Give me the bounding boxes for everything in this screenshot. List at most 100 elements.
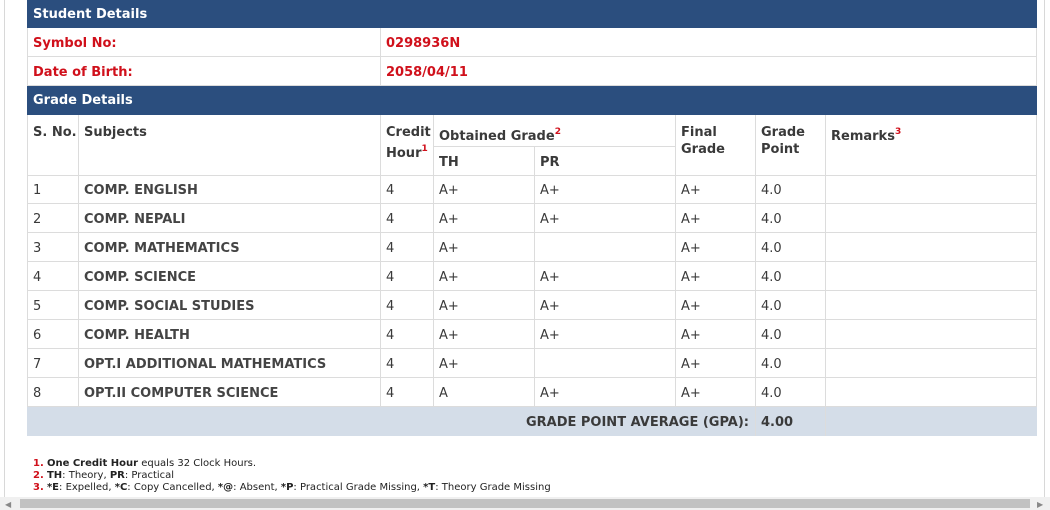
row-border — [27, 406, 1037, 407]
footnote-text: : Theory, — [62, 470, 110, 481]
cell-grade-point: 4.0 — [761, 328, 782, 343]
footnote-text: *E — [46, 482, 60, 493]
cell-credit-hour: 4 — [386, 270, 395, 285]
column-border — [825, 407, 826, 436]
cell-subject: COMP. ENGLISH — [84, 183, 198, 198]
footnote-text: : Practical — [124, 470, 175, 481]
scrollbar-thumb[interactable] — [20, 499, 1030, 508]
cell-subject: OPT.I ADDITIONAL MATHEMATICS — [84, 357, 327, 372]
gpa-value: 4.00 — [761, 415, 794, 430]
cell-credit-hour: 4 — [386, 357, 395, 372]
column-border — [380, 28, 381, 57]
cell-final: A+ — [681, 299, 701, 314]
column-header: Subjects — [84, 125, 147, 140]
footnote-text: *P — [280, 482, 294, 493]
cell-pr: A+ — [540, 299, 560, 314]
section-header: Student Details — [27, 0, 1037, 28]
column-header: Grade Point — [761, 125, 805, 157]
footnote-text: TH — [46, 470, 63, 481]
cell-subject: COMP. SCIENCE — [84, 270, 197, 285]
detail-value: 2058/04/11 — [386, 65, 468, 80]
column-border — [27, 28, 28, 86]
column-header: Remarks3 — [831, 127, 902, 144]
cell-th: A — [439, 386, 448, 401]
detail-label: Symbol No: — [33, 36, 117, 51]
cell-sn: 8 — [33, 386, 42, 401]
cell-sn: 3 — [33, 241, 42, 256]
footnote-ref: 1 — [421, 144, 428, 154]
scroll-right-arrow[interactable]: ▶ — [1037, 500, 1044, 509]
column-header: Credit Hour1 — [386, 125, 431, 161]
row-border — [27, 348, 1037, 349]
row-border — [27, 377, 1037, 378]
footnote-text: : Expelled, — [59, 482, 115, 493]
row-border — [27, 232, 1037, 233]
cell-sn: 1 — [33, 183, 42, 198]
cell-th: A+ — [439, 183, 459, 198]
column-border — [534, 146, 535, 407]
row-border — [27, 261, 1037, 262]
footnote-text: : Theory Grade Missing — [435, 482, 551, 493]
cell-grade-point: 4.0 — [761, 270, 782, 285]
footnote: 2. TH: Theory, PR: Practical — [33, 470, 174, 482]
footnote-marker: 2. — [33, 470, 44, 481]
cell-subject: COMP. SOCIAL STUDIES — [84, 299, 255, 314]
footnote-text: PR — [109, 470, 125, 481]
cell-th: A+ — [439, 357, 459, 372]
cell-final: A+ — [681, 212, 701, 227]
gpa-row — [27, 407, 1037, 436]
cell-sn: 2 — [33, 212, 42, 227]
footnote-text: *T — [423, 482, 436, 493]
cell-sn: 5 — [33, 299, 42, 314]
cell-th: A+ — [439, 299, 459, 314]
cell-final: A+ — [681, 328, 701, 343]
footnote-text: One Credit Hour — [46, 458, 139, 469]
cell-credit-hour: 4 — [386, 212, 395, 227]
cell-grade-point: 4.0 — [761, 183, 782, 198]
column-border — [27, 115, 28, 436]
cell-grade-point: 4.0 — [761, 299, 782, 314]
cell-credit-hour: 4 — [386, 328, 395, 343]
row-border — [433, 146, 675, 147]
cell-subject: OPT.II COMPUTER SCIENCE — [84, 386, 279, 401]
cell-grade-point: 4.0 — [761, 241, 782, 256]
footnote-text: : Practical Grade Missing, — [293, 482, 424, 493]
cell-final: A+ — [681, 357, 701, 372]
cell-sn: 7 — [33, 357, 42, 372]
footnote: 1. One Credit Hour equals 32 Clock Hours… — [33, 458, 256, 470]
footnote-text: *C — [114, 482, 128, 493]
cell-sn: 6 — [33, 328, 42, 343]
page-border — [1044, 0, 1045, 497]
cell-th: A+ — [439, 212, 459, 227]
footnote-text: equals 32 Clock Hours. — [138, 458, 257, 469]
cell-grade-point: 4.0 — [761, 357, 782, 372]
section-title: Grade Details — [33, 93, 133, 108]
column-header: TH — [439, 155, 459, 170]
scrollbar[interactable]: ◀ ▶ — [0, 497, 1050, 510]
gpa-label: GRADE POINT AVERAGE (GPA): — [525, 415, 749, 430]
cell-pr: A+ — [540, 183, 560, 198]
column-header: S. No. — [33, 125, 77, 140]
row-border — [27, 56, 1037, 57]
cell-subject: COMP. HEALTH — [84, 328, 190, 343]
detail-label: Date of Birth: — [33, 65, 133, 80]
cell-th: A+ — [439, 241, 459, 256]
section-title: Student Details — [33, 7, 148, 22]
row-border — [27, 203, 1037, 204]
cell-subject: COMP. MATHEMATICS — [84, 241, 240, 256]
cell-final: A+ — [681, 183, 701, 198]
section-header: Grade Details — [27, 86, 1037, 115]
page-border — [4, 0, 5, 497]
cell-pr: A+ — [540, 386, 560, 401]
footnote-ref: 3 — [894, 127, 902, 137]
cell-sn: 4 — [33, 270, 42, 285]
footnote: 3. *E: Expelled, *C: Copy Cancelled, *@:… — [33, 482, 551, 494]
cell-final: A+ — [681, 386, 701, 401]
scroll-left-arrow[interactable]: ◀ — [5, 500, 12, 509]
footnote-marker: 3. — [33, 482, 44, 493]
cell-credit-hour: 4 — [386, 299, 395, 314]
footnote-marker: 1. — [33, 458, 44, 469]
footnote-text: : Absent, — [233, 482, 281, 493]
cell-th: A+ — [439, 328, 459, 343]
cell-final: A+ — [681, 270, 701, 285]
